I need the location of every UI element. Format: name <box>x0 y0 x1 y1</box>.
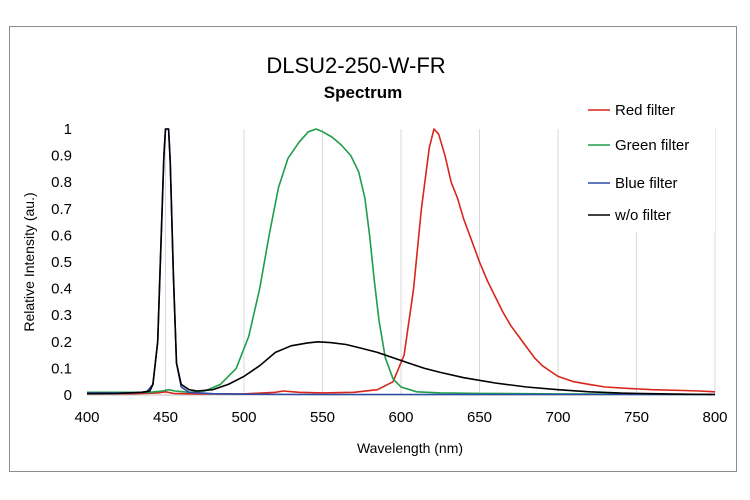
y-tick-label: 0.2 <box>51 334 72 351</box>
x-tick-label: 700 <box>545 409 570 426</box>
y-tick-label: 1 <box>64 121 72 138</box>
x-tick-label: 600 <box>388 409 413 426</box>
y-tick-label: 0 <box>64 387 72 404</box>
y-tick-label: 0.8 <box>51 174 72 191</box>
legend-box <box>570 92 715 232</box>
x-tick-label: 750 <box>624 409 649 426</box>
series-line-w-o-filter <box>86 128 716 396</box>
legend-entry: w/o filter <box>614 207 671 224</box>
x-tick-label: 500 <box>231 409 256 426</box>
tick-layer: 400 450 500 550 600 650 700 750 800 0 0.1 0.2 0.3 0.4… <box>51 121 727 426</box>
x-tick-label: 800 <box>702 409 727 426</box>
series-layer <box>86 128 716 396</box>
series-line-red-filter <box>87 128 716 395</box>
y-axis-title: Relative Intensity (au.) <box>21 192 37 331</box>
chart-subtitle: Spectrum <box>324 83 402 102</box>
legend: Red filter Green filter Blue filter w/o fil… <box>570 92 715 232</box>
x-tick-label: 550 <box>310 409 335 426</box>
y-tick-label: 0.9 <box>51 148 72 165</box>
legend-entry: Red filter <box>615 102 675 119</box>
chart-title: DLSU2-250-W-FR <box>266 53 445 78</box>
y-tick-label: 0.4 <box>51 281 72 298</box>
x-axis-title: Wavelength (nm) <box>357 440 463 456</box>
y-tick-label: 0.7 <box>51 201 72 218</box>
x-tick-label: 450 <box>153 409 178 426</box>
y-tick-label: 0.1 <box>51 360 72 377</box>
y-tick-label: 0.5 <box>51 254 72 271</box>
y-tick-label: 0.3 <box>51 307 72 324</box>
legend-entry: Green filter <box>615 137 689 154</box>
x-tick-label: 650 <box>467 409 492 426</box>
x-tick-label: 400 <box>74 409 99 426</box>
legend-entry: Blue filter <box>615 175 678 192</box>
y-tick-label: 0.6 <box>51 227 72 244</box>
